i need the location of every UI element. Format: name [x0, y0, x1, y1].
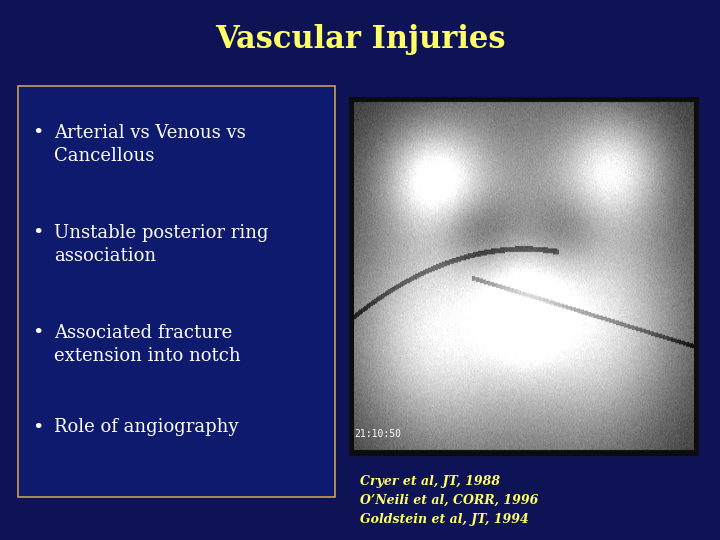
Text: Cryer et al, JT, 1988
O’Neili et al, CORR, 1996
Goldstein et al, JT, 1994: Cryer et al, JT, 1988 O’Neili et al, COR…: [360, 475, 539, 526]
Text: Role of angiography: Role of angiography: [54, 418, 238, 436]
Text: Vascular Injuries: Vascular Injuries: [215, 24, 505, 55]
Text: Associated fracture
extension into notch: Associated fracture extension into notch: [54, 324, 240, 365]
Text: •: •: [32, 418, 44, 436]
Text: Unstable posterior ring
association: Unstable posterior ring association: [54, 224, 269, 265]
Text: Arterial vs Venous vs
Cancellous: Arterial vs Venous vs Cancellous: [54, 124, 246, 165]
FancyBboxPatch shape: [18, 86, 335, 497]
Text: •: •: [32, 124, 44, 142]
Text: •: •: [32, 224, 44, 242]
Text: •: •: [32, 324, 44, 342]
